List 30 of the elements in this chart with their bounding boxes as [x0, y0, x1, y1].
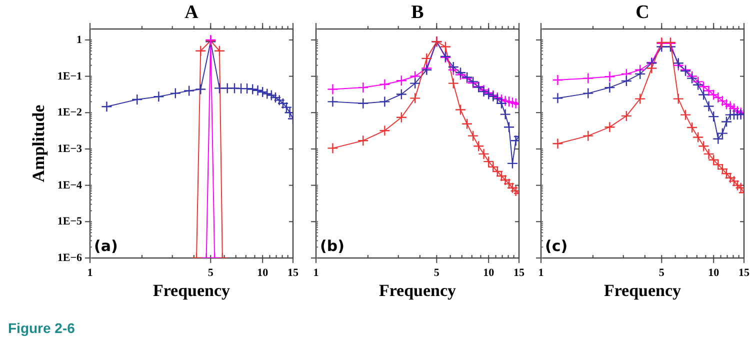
y-tick-label: 1E−3 — [57, 142, 82, 155]
y-tick-label: 1E−4 — [57, 179, 82, 192]
y-tick-label: 1 — [76, 34, 82, 46]
x-tick-label: 5 — [208, 267, 214, 279]
x-tick-label: 5 — [434, 267, 440, 279]
x-tick-label: 5 — [658, 267, 665, 279]
annotation: (a) — [94, 237, 118, 255]
y-tick-label: 1E−5 — [57, 216, 82, 228]
x-axis-title: Frequency — [604, 281, 682, 300]
annotation: (c) — [545, 237, 568, 255]
x-tick-label: 1 — [538, 267, 544, 279]
x-tick-label: 1 — [313, 267, 319, 279]
x-tick-label: 15 — [514, 267, 525, 279]
x-tick-label: 10 — [483, 267, 495, 279]
x-tick-label: 1 — [87, 267, 93, 279]
x-axis-title: Frequency — [378, 281, 457, 300]
y-tick-label: 1E−6 — [57, 252, 82, 264]
y-tick-label: 1E−1 — [57, 70, 82, 82]
caption: Figure 2-6 — [8, 320, 76, 336]
x-axis-title: Frequency — [152, 281, 231, 300]
y-axis-title: Amplitude — [29, 104, 48, 182]
x-tick-label: 15 — [738, 267, 750, 279]
x-tick-label: 10 — [708, 267, 720, 279]
x-tick-label: 15 — [288, 267, 299, 279]
chart-title: B — [411, 2, 424, 23]
annotation: (b) — [320, 237, 344, 255]
chart-title: C — [636, 2, 650, 23]
chart-title: A — [184, 2, 199, 23]
x-tick-label: 10 — [257, 267, 269, 279]
y-tick-label: 1E−2 — [57, 106, 82, 119]
